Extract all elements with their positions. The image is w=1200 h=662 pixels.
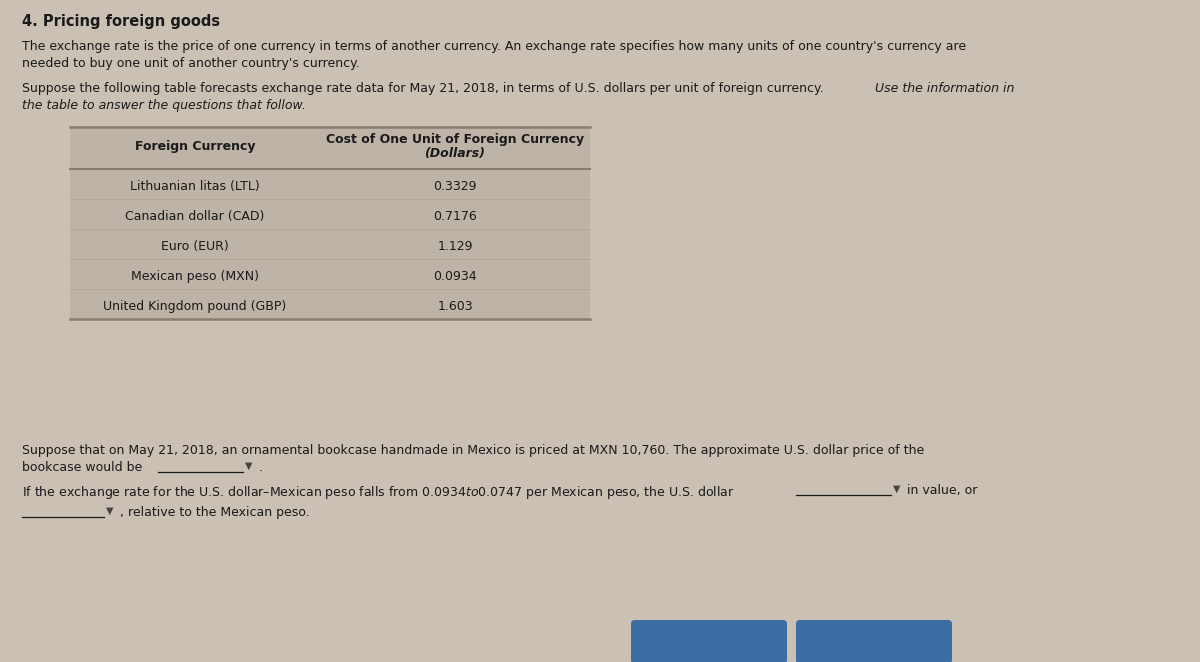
Text: bookcase would be: bookcase would be [22,461,143,474]
Text: ▼: ▼ [245,461,252,471]
Text: needed to buy one unit of another country's currency.: needed to buy one unit of another countr… [22,57,360,70]
Text: Canadian dollar (CAD): Canadian dollar (CAD) [125,210,265,223]
Text: Suppose that on May 21, 2018, an ornamental bookcase handmade in Mexico is price: Suppose that on May 21, 2018, an ornamen… [22,444,924,457]
Text: .: . [259,461,263,474]
FancyBboxPatch shape [631,620,787,662]
Text: , relative to the Mexican peso.: , relative to the Mexican peso. [120,506,310,519]
Text: Use the information in: Use the information in [875,82,1014,95]
Text: the table to answer the questions that follow.: the table to answer the questions that f… [22,99,306,112]
Text: in value, or: in value, or [907,484,977,497]
Text: Suppose the following table forecasts exchange rate data for May 21, 2018, in te: Suppose the following table forecasts ex… [22,82,828,95]
Text: Mexican peso (MXN): Mexican peso (MXN) [131,270,259,283]
Text: Foreign Currency: Foreign Currency [134,140,256,153]
Text: 1.129: 1.129 [437,240,473,253]
Text: 0.0934: 0.0934 [433,270,476,283]
Text: The exchange rate is the price of one currency in terms of another currency. An : The exchange rate is the price of one cu… [22,40,966,53]
Text: (Dollars): (Dollars) [425,147,486,160]
Text: 0.3329: 0.3329 [433,180,476,193]
Text: Lithuanian litas (LTL): Lithuanian litas (LTL) [130,180,260,193]
Text: If the exchange rate for the U.S. dollar–Mexican peso falls from $0.0934 to $0.0: If the exchange rate for the U.S. dollar… [22,484,734,501]
Text: ▼: ▼ [893,484,900,494]
Text: United Kingdom pound (GBP): United Kingdom pound (GBP) [103,300,287,313]
Text: Cost of One Unit of Foreign Currency: Cost of One Unit of Foreign Currency [326,133,584,146]
Bar [70,127,590,319]
Text: ▼: ▼ [106,506,114,516]
FancyBboxPatch shape [796,620,952,662]
Text: 4. Pricing foreign goods: 4. Pricing foreign goods [22,14,220,29]
Text: 0.7176: 0.7176 [433,210,476,223]
Text: 1.603: 1.603 [437,300,473,313]
Text: Euro (EUR): Euro (EUR) [161,240,229,253]
